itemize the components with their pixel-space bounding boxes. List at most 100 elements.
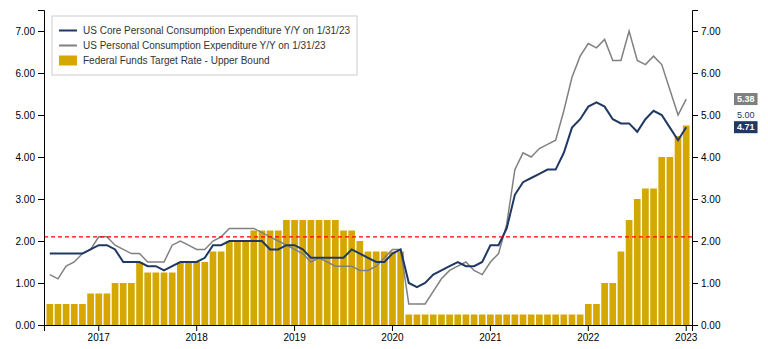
tick-label: 0.00 (16, 320, 36, 331)
legend-label: Federal Funds Target Rate - Upper Bound (83, 55, 270, 66)
tick-label: 2020 (381, 332, 404, 343)
bar (185, 262, 192, 325)
tick-label: 4.00 (16, 152, 36, 163)
tick-label: 5.00 (16, 110, 36, 121)
reference-line (44, 236, 692, 237)
tick-label: 2018 (186, 332, 209, 343)
tick-label: 2.00 (701, 236, 721, 247)
bar (609, 283, 616, 325)
bar (275, 231, 282, 326)
tick: 6.00 (692, 68, 721, 79)
bar (55, 304, 62, 325)
tick-mark (692, 157, 698, 158)
tick-mark (38, 199, 44, 200)
tick-mark (38, 73, 44, 74)
bar (675, 136, 682, 325)
bar (422, 315, 429, 326)
bar (210, 252, 217, 326)
bar (552, 315, 559, 326)
tick-label: 7.00 (16, 26, 36, 37)
bar (430, 315, 437, 326)
legend-swatch (59, 45, 77, 47)
bar (46, 304, 53, 325)
annotation-box (734, 121, 758, 133)
bar (626, 220, 633, 325)
tick: 4.00 (692, 152, 721, 163)
tick-mark (692, 241, 698, 242)
bar (577, 315, 584, 326)
tick-mark (686, 325, 687, 331)
bar (438, 315, 445, 326)
tick: 2018 (186, 325, 209, 343)
tick-label: 2023 (675, 332, 698, 343)
bar (95, 294, 102, 326)
legend-item: US Core Personal Consumption Expenditure… (59, 25, 350, 36)
tick: 1.00 (16, 278, 44, 289)
tick: 3.00 (692, 194, 721, 205)
chart: 20172018201920202021202220230.001.002.00… (0, 0, 768, 349)
bar (308, 220, 315, 325)
tick-mark (392, 325, 393, 331)
bar (348, 231, 355, 326)
bar (495, 315, 502, 326)
tick-label: 3.00 (701, 194, 721, 205)
tick: 2.00 (16, 236, 44, 247)
bar (389, 252, 396, 326)
annotation-text: 5.00 (737, 110, 755, 120)
tick-mark (98, 325, 99, 331)
bar (634, 199, 641, 325)
bar-series (46, 126, 689, 326)
line (50, 102, 686, 287)
bar (136, 262, 143, 325)
bar (569, 315, 576, 326)
axis-line (45, 326, 693, 332)
bar (324, 220, 331, 325)
bar (479, 315, 486, 326)
bar (642, 189, 649, 326)
bar (267, 231, 274, 326)
tick-mark (38, 115, 44, 116)
tick-mark (692, 115, 698, 116)
bar (153, 273, 160, 326)
tick-label: 4.00 (701, 152, 721, 163)
bar (593, 304, 600, 325)
legend-item: Federal Funds Target Rate - Upper Bound (59, 55, 270, 66)
tick-mark (692, 31, 698, 32)
tick: 2021 (479, 325, 502, 343)
tick-mark (38, 241, 44, 242)
bar (283, 220, 290, 325)
tick: 2022 (577, 325, 600, 343)
bar (332, 220, 339, 325)
tick: 6.00 (16, 68, 44, 79)
axis-line (38, 11, 45, 326)
bar (667, 157, 674, 325)
legend-swatch (59, 30, 77, 32)
legend-label: US Personal Consumption Expenditure Y/Y … (83, 40, 326, 51)
tick-label: 2022 (577, 332, 600, 343)
bar (650, 189, 657, 326)
tick: 7.00 (692, 26, 721, 37)
tick-mark (38, 325, 44, 326)
tick-label: 0.00 (701, 320, 721, 331)
bar (454, 315, 461, 326)
bar (63, 304, 70, 325)
bar (79, 304, 86, 325)
bar (169, 273, 176, 326)
tick: 2019 (283, 325, 306, 343)
bar (601, 283, 608, 325)
bar (218, 252, 225, 326)
bar (104, 294, 111, 326)
bar (193, 262, 200, 325)
tick-mark (38, 283, 44, 284)
legend-label: US Core Personal Consumption Expenditure… (83, 25, 350, 36)
tick: 2017 (88, 325, 111, 343)
x-axis: 2017 2018 2019 2020 2021 2022 2023 (45, 325, 698, 343)
tick: 5.00 (692, 110, 721, 121)
bar (544, 315, 551, 326)
bar (87, 294, 94, 326)
tick-label: 5.00 (701, 110, 721, 121)
tick-mark (38, 157, 44, 158)
bar (291, 220, 298, 325)
bar (414, 315, 421, 326)
bar (201, 262, 208, 325)
